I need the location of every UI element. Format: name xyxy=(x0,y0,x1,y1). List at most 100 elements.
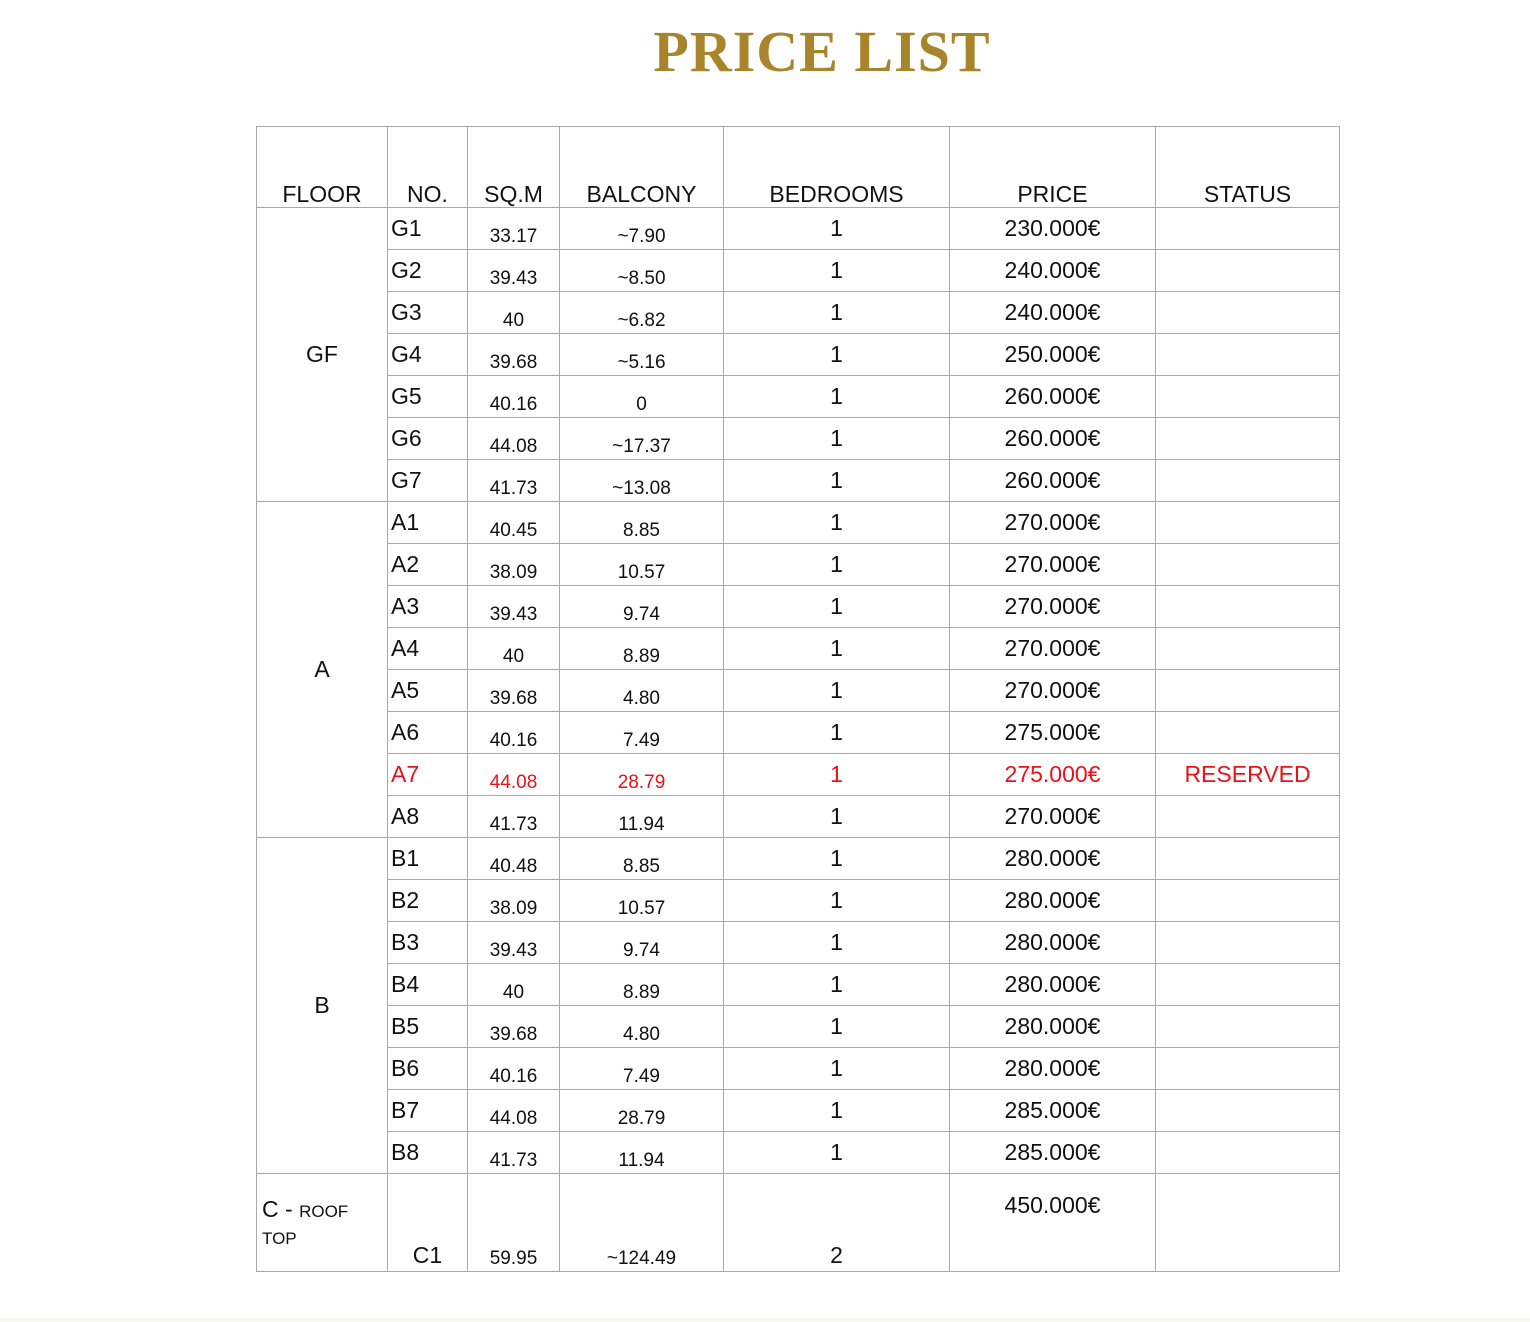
sqm: 44.08 xyxy=(467,753,560,796)
bedrooms: 2 xyxy=(723,1173,950,1272)
sqm: 40.48 xyxy=(467,837,560,880)
price: 280.000€ xyxy=(949,837,1156,880)
unit-no: B4 xyxy=(387,963,468,1006)
table-row: A4 40 8.89 1 270.000€ xyxy=(257,627,1340,670)
status xyxy=(1155,585,1340,628)
table-row: G2 39.43 ~8.50 1 240.000€ xyxy=(257,249,1340,292)
table-row-rooftop: C - ROOF TOP C1 59.95 ~124.49 2 450.000€ xyxy=(256,1173,1340,1272)
status xyxy=(1155,963,1340,1006)
price: 260.000€ xyxy=(949,375,1156,418)
unit-no: G3 xyxy=(387,291,468,334)
table-row: GF G1 33.17 ~7.90 1 230.000€ xyxy=(256,207,1340,502)
floor-cell: GF xyxy=(256,207,388,502)
balcony: ~6.82 xyxy=(559,291,724,334)
price: 250.000€ xyxy=(949,333,1156,376)
floor-label: C - xyxy=(262,1195,300,1222)
status xyxy=(1155,333,1340,376)
bedrooms: 1 xyxy=(723,501,950,544)
table-row: B2 38.09 10.57 1 280.000€ xyxy=(257,879,1340,922)
balcony: 28.79 xyxy=(559,1089,724,1132)
price: 280.000€ xyxy=(949,963,1156,1006)
status xyxy=(1155,459,1340,502)
sqm: 40.16 xyxy=(467,1047,560,1090)
unit-no: C1 xyxy=(387,1173,468,1272)
price: 275.000€ xyxy=(949,753,1156,796)
header-price: PRICE xyxy=(949,126,1156,208)
status xyxy=(1155,1173,1340,1272)
unit-no: A2 xyxy=(387,543,468,586)
bedrooms: 1 xyxy=(723,963,950,1006)
price: 280.000€ xyxy=(949,879,1156,922)
bedrooms: 1 xyxy=(723,837,950,880)
status xyxy=(1155,669,1340,712)
header-sqm: SQ.M xyxy=(467,126,560,208)
floor-cell: B xyxy=(256,837,388,1174)
sqm: 40 xyxy=(467,963,560,1006)
price: 285.000€ xyxy=(949,1089,1156,1132)
table-row: B6 40.16 7.49 1 280.000€ xyxy=(257,1047,1340,1090)
bedrooms: 1 xyxy=(723,543,950,586)
status xyxy=(1155,501,1340,544)
bedrooms: 1 xyxy=(723,333,950,376)
bedrooms: 1 xyxy=(723,627,950,670)
unit-no: B2 xyxy=(387,879,468,922)
sqm: 40.45 xyxy=(467,501,560,544)
page-title: PRICE LIST xyxy=(653,19,991,84)
bedrooms: 1 xyxy=(723,711,950,754)
balcony: ~5.16 xyxy=(559,333,724,376)
table-row: G6 44.08 ~17.37 1 260.000€ xyxy=(257,417,1340,460)
header-status: STATUS xyxy=(1155,126,1340,208)
floor-cell: C - ROOF TOP xyxy=(256,1173,388,1272)
unit-no: A1 xyxy=(387,501,468,544)
table-row: B7 44.08 28.79 1 285.000€ xyxy=(257,1089,1340,1132)
header-no: NO. xyxy=(387,126,468,208)
table-row: B5 39.68 4.80 1 280.000€ xyxy=(257,1005,1340,1048)
sqm: 40 xyxy=(467,627,560,670)
balcony: 28.79 xyxy=(559,753,724,796)
sqm: 40.16 xyxy=(467,375,560,418)
status xyxy=(1155,1005,1340,1048)
balcony: ~13.08 xyxy=(559,459,724,502)
balcony: 9.74 xyxy=(559,585,724,628)
table-row: B3 39.43 9.74 1 280.000€ xyxy=(257,921,1340,964)
bedrooms: 1 xyxy=(723,1131,950,1174)
status xyxy=(1155,375,1340,418)
bedrooms: 1 xyxy=(723,1047,950,1090)
table-row: A7 44.08 28.79 1 275.000€ RESERVED xyxy=(257,753,1340,796)
table-row: A6 40.16 7.49 1 275.000€ xyxy=(257,711,1340,754)
price: 270.000€ xyxy=(949,585,1156,628)
sqm: 38.09 xyxy=(467,543,560,586)
bedrooms: 1 xyxy=(723,879,950,922)
bedrooms: 1 xyxy=(723,291,950,334)
bedrooms: 1 xyxy=(723,669,950,712)
unit-no: A8 xyxy=(387,795,468,838)
balcony: ~7.90 xyxy=(559,207,724,250)
table-row: G4 39.68 ~5.16 1 250.000€ xyxy=(257,333,1340,376)
balcony: 10.57 xyxy=(559,543,724,586)
bedrooms: 1 xyxy=(723,417,950,460)
balcony: 11.94 xyxy=(559,1131,724,1174)
table-row: A2 38.09 10.57 1 270.000€ xyxy=(257,543,1340,586)
bedrooms: 1 xyxy=(723,375,950,418)
price: 270.000€ xyxy=(949,795,1156,838)
price: 280.000€ xyxy=(949,1047,1156,1090)
sqm: 40.16 xyxy=(467,711,560,754)
price: 260.000€ xyxy=(949,459,1156,502)
unit-no: G7 xyxy=(387,459,468,502)
unit-no: B5 xyxy=(387,1005,468,1048)
floor-cell: A xyxy=(256,501,388,838)
bedrooms: 1 xyxy=(723,249,950,292)
sqm: 41.73 xyxy=(467,1131,560,1174)
price-list-table: FLOOR NO. SQ.M BALCONY BEDROOMS PRICE ST… xyxy=(256,126,1340,1272)
balcony: 11.94 xyxy=(559,795,724,838)
unit-no: G1 xyxy=(387,207,468,250)
status xyxy=(1155,1047,1340,1090)
bedrooms: 1 xyxy=(723,1005,950,1048)
table-row: G7 41.73 ~13.08 1 260.000€ xyxy=(257,459,1340,502)
price: 270.000€ xyxy=(949,501,1156,544)
balcony: 4.80 xyxy=(559,1005,724,1048)
price: 275.000€ xyxy=(949,711,1156,754)
price: 270.000€ xyxy=(949,627,1156,670)
sqm: 41.73 xyxy=(467,459,560,502)
bedrooms: 1 xyxy=(723,753,950,796)
